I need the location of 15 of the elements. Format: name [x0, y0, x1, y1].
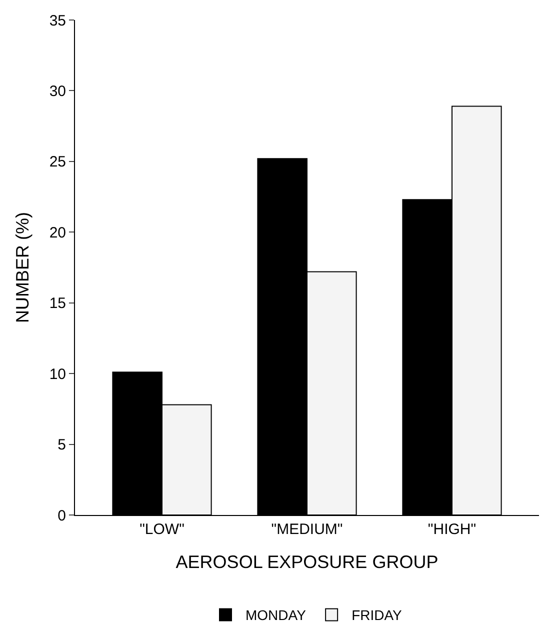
y-tick-label: 20: [49, 224, 66, 242]
y-tick-label: 10: [49, 366, 66, 383]
y-tick-label: 25: [49, 154, 66, 171]
y-tick-label: 35: [49, 12, 66, 30]
y-axis-title: NUMBER (%): [12, 212, 33, 323]
y-tick-label: 0: [58, 507, 66, 524]
x-tick-label: "LOW": [140, 521, 184, 538]
legend-label: MONDAY: [246, 607, 307, 624]
x-tick-label: "MEDIUM": [271, 521, 343, 538]
x-tick-label: "HIGH": [428, 521, 476, 538]
legend-label: FRIDAY: [352, 607, 403, 624]
x-axis-title: AEROSOL EXPOSURE GROUP: [176, 552, 438, 572]
y-tick-label: 30: [49, 82, 66, 100]
y-tick-label: 15: [49, 295, 66, 312]
y-tick-label: 5: [58, 436, 66, 454]
